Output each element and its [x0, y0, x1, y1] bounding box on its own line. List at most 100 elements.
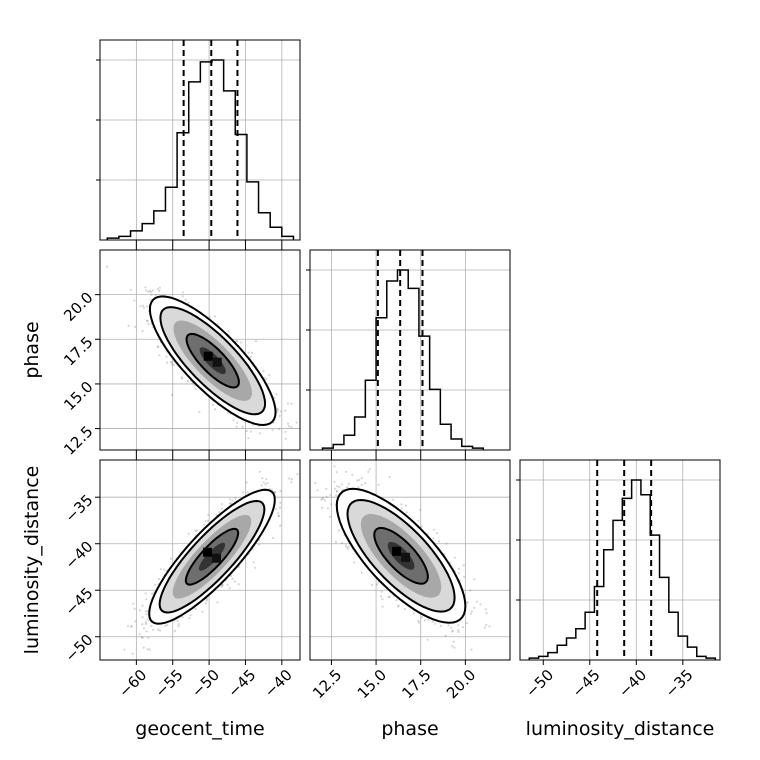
- sample-point: [163, 568, 166, 571]
- sample-point: [451, 630, 454, 633]
- sample-point: [353, 561, 356, 564]
- sample-point: [145, 598, 148, 601]
- sample-point: [357, 486, 360, 489]
- sample-point: [278, 428, 281, 431]
- sample-point: [142, 646, 145, 649]
- sample-point: [277, 512, 280, 515]
- scatter-panel-geocent_time-phase: [95, 245, 301, 455]
- sample-point: [290, 426, 293, 429]
- sample-point: [341, 488, 344, 491]
- sample-point: [193, 384, 196, 387]
- sample-point: [141, 636, 144, 639]
- sample-point: [156, 345, 160, 349]
- sample-point: [284, 430, 287, 433]
- sample-point: [279, 524, 282, 527]
- sample-point: [147, 322, 150, 325]
- sample-point: [158, 629, 161, 632]
- sample-point: [138, 609, 141, 612]
- sample-point: [279, 490, 282, 493]
- sample-point: [207, 513, 210, 517]
- sample-point: [221, 584, 224, 587]
- sample-point: [258, 432, 262, 435]
- sample-point: [254, 566, 257, 569]
- sample-point: [227, 330, 230, 333]
- sample-point: [159, 568, 162, 571]
- sample-point: [275, 508, 278, 511]
- sample-point: [262, 369, 265, 372]
- sample-point: [141, 623, 144, 626]
- sample-point: [286, 402, 289, 405]
- sample-point: [284, 409, 287, 412]
- sample-point: [345, 546, 348, 549]
- sample-point: [151, 592, 154, 595]
- sample-point: [194, 607, 197, 611]
- sample-point: [262, 481, 265, 484]
- sample-point: [246, 490, 249, 494]
- sample-point: [351, 473, 354, 476]
- sample-point: [134, 325, 137, 328]
- sample-point: [229, 502, 232, 505]
- contour-line-1: [158, 499, 266, 614]
- sample-point: [198, 410, 201, 413]
- sample-point: [296, 473, 299, 476]
- sample-point: [187, 380, 190, 383]
- sample-point: [144, 622, 148, 626]
- sample-point: [265, 478, 268, 481]
- sample-point: [334, 540, 337, 544]
- sample-point: [405, 511, 408, 514]
- sample-point: [237, 583, 240, 586]
- sample-point: [453, 646, 456, 649]
- sample-point: [144, 289, 148, 292]
- sample-point: [268, 374, 271, 377]
- sample-point: [142, 306, 145, 309]
- sample-point: [288, 477, 291, 480]
- sample-point: [130, 625, 133, 628]
- sample-point: [397, 604, 400, 607]
- sample-point: [265, 378, 268, 381]
- sample-point: [284, 437, 287, 440]
- sample-point: [157, 628, 160, 631]
- sample-point: [172, 363, 175, 366]
- scatter-panel-phase-luminosity_distance: [309, 455, 511, 665]
- sample-point: [147, 290, 150, 293]
- sample-point: [176, 619, 179, 622]
- panel-frame: [99, 459, 301, 661]
- density-peak-cell: [203, 547, 212, 557]
- sample-point: [321, 506, 324, 509]
- sample-point: [226, 583, 229, 586]
- sample-point: [240, 341, 243, 344]
- sample-point: [245, 429, 248, 433]
- density-peak-cell: [203, 351, 213, 361]
- sample-point: [144, 621, 147, 624]
- sample-point: [132, 602, 135, 605]
- sample-point: [247, 437, 250, 440]
- sample-point: [241, 491, 244, 494]
- sample-point: [231, 499, 234, 502]
- sample-point: [204, 520, 207, 523]
- sample-point: [144, 286, 147, 289]
- sample-point: [377, 581, 380, 584]
- sample-point: [145, 630, 148, 633]
- sample-point: [157, 577, 160, 581]
- sample-point: [451, 645, 454, 648]
- sample-point: [218, 511, 221, 514]
- histogram-step-line: [528, 479, 717, 660]
- sample-point: [235, 340, 238, 343]
- sample-point: [229, 498, 232, 501]
- sample-point: [141, 304, 144, 307]
- sample-point: [165, 355, 168, 358]
- sample-point: [227, 411, 230, 414]
- sample-point: [150, 624, 153, 628]
- sample-point: [344, 544, 347, 547]
- sample-point: [158, 289, 161, 292]
- sample-point: [360, 483, 363, 486]
- sample-point: [139, 305, 142, 308]
- sample-point: [277, 514, 280, 518]
- sample-point: [260, 484, 263, 487]
- sample-point: [235, 425, 238, 428]
- sample-point: [238, 566, 241, 569]
- sample-point: [205, 599, 208, 602]
- sample-point: [158, 286, 161, 289]
- sample-point: [277, 408, 280, 411]
- sample-point: [177, 625, 180, 628]
